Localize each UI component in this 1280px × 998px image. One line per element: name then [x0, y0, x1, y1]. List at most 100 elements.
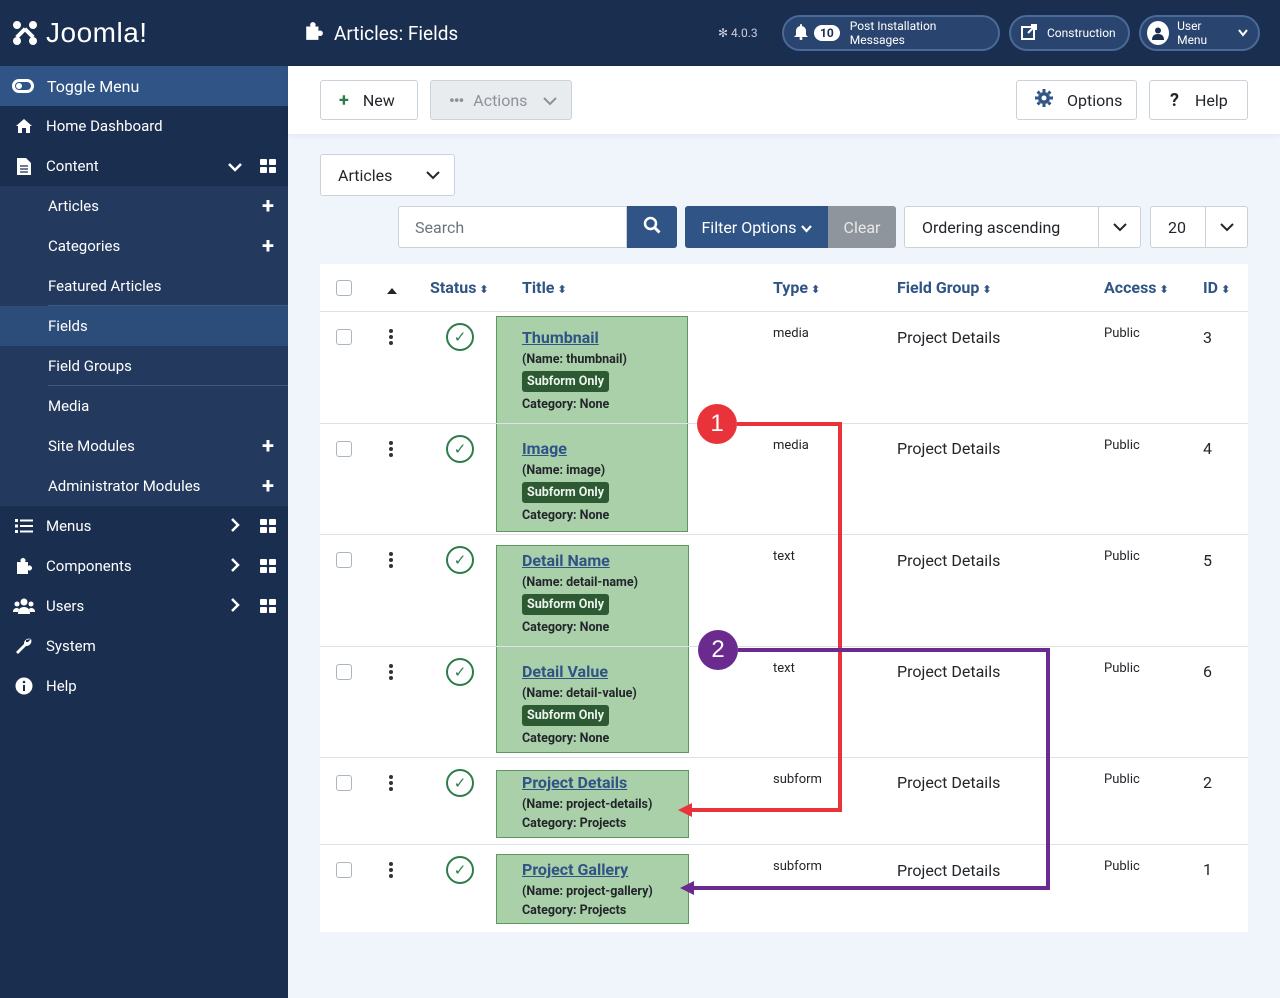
- sidebar-item-media[interactable]: Media: [0, 386, 288, 426]
- sidebar-item-fields[interactable]: Fields: [0, 306, 288, 346]
- context-select[interactable]: Articles: [320, 154, 455, 196]
- options-button[interactable]: Options: [1016, 80, 1137, 120]
- dashboard-grid-icon[interactable]: [260, 159, 276, 173]
- toggle-icon: [12, 79, 34, 93]
- chevron-right-icon[interactable]: [220, 597, 250, 616]
- drag-handle-icon[interactable]: [389, 775, 393, 791]
- field-title-link[interactable]: Project Gallery: [522, 860, 629, 879]
- title-cell: Detail Value (Name: detail-value) Subfor…: [522, 662, 637, 746]
- access-column-header[interactable]: Access ⬍: [1104, 278, 1169, 297]
- field-title-link[interactable]: Image: [522, 439, 567, 458]
- published-check-icon[interactable]: ✓: [446, 435, 474, 463]
- table-row: ✓ Image (Name: image) Subform Only Categ…: [320, 424, 1248, 535]
- title-column-header[interactable]: Title ⬍: [522, 278, 567, 297]
- field-name-text: (Name: thumbnail): [522, 352, 627, 367]
- add-site-module-icon[interactable]: +: [262, 433, 274, 459]
- file-icon: [13, 157, 35, 175]
- post-install-label: Post Installation Messages: [849, 19, 937, 47]
- toggle-menu-button[interactable]: Toggle Menu: [0, 66, 288, 106]
- chevron-right-icon[interactable]: [220, 517, 250, 536]
- content-submenu: Articles + Categories + Featured Article…: [0, 186, 288, 506]
- sidebar-item-help[interactable]: Help: [0, 666, 288, 706]
- drag-handle-icon[interactable]: [389, 441, 393, 457]
- fields-table: Status ⬍ Title ⬍ Type ⬍ Field Group ⬍ Access…: [320, 264, 1248, 932]
- field-title-link[interactable]: Detail Name: [522, 551, 610, 570]
- dashboard-grid-icon[interactable]: [260, 599, 276, 613]
- add-admin-module-icon[interactable]: +: [262, 473, 274, 499]
- add-article-icon[interactable]: +: [262, 193, 274, 219]
- toolbar: + New ••• Actions Options ? Help: [288, 66, 1280, 134]
- sidebar-item-system[interactable]: System: [0, 626, 288, 666]
- context-select-value: Articles: [338, 165, 393, 185]
- status-column-header[interactable]: Status ⬍: [430, 278, 489, 297]
- question-icon: ?: [1170, 89, 1179, 111]
- row-checkbox[interactable]: [336, 862, 352, 878]
- sidebar-item-label: Media: [48, 397, 90, 415]
- title-cell: Project Gallery (Name: project-gallery) …: [522, 860, 653, 918]
- drag-handle-icon[interactable]: [389, 329, 393, 345]
- field-title-link[interactable]: Thumbnail: [522, 328, 599, 347]
- sidebar-item-components[interactable]: Components: [0, 546, 288, 586]
- sidebar-item-administrator-modules[interactable]: Administrator Modules +: [0, 466, 288, 506]
- new-button-label: New: [362, 90, 395, 110]
- access-cell: Public: [1104, 549, 1140, 564]
- limit-select[interactable]: 20: [1150, 206, 1248, 248]
- sidebar-item-users[interactable]: Users: [0, 586, 288, 626]
- sidebar-item-featured-articles[interactable]: Featured Articles: [0, 266, 288, 306]
- new-button[interactable]: + New: [320, 80, 418, 120]
- row-checkbox[interactable]: [336, 441, 352, 457]
- sidebar-item-site-modules[interactable]: Site Modules +: [0, 426, 288, 466]
- sidebar: Joomla! Toggle Menu Home Dashboard Conte…: [0, 0, 288, 998]
- row-checkbox[interactable]: [336, 329, 352, 345]
- drag-handle-icon[interactable]: [389, 664, 393, 680]
- type-column-header[interactable]: Type ⬍: [773, 278, 820, 297]
- sidebar-item-content[interactable]: Content: [0, 146, 288, 186]
- divider: [48, 385, 288, 386]
- sidebar-item-menus[interactable]: Menus: [0, 506, 288, 546]
- table-row: ✓ Project Details (Name: project-details…: [320, 758, 1248, 845]
- row-checkbox[interactable]: [336, 664, 352, 680]
- search-button[interactable]: [627, 206, 677, 248]
- field-title-link[interactable]: Project Details: [522, 773, 628, 792]
- help-button[interactable]: ? Help: [1149, 80, 1248, 120]
- dashboard-grid-icon[interactable]: [260, 559, 276, 573]
- ellipsis-icon: •••: [449, 90, 464, 110]
- view-site-button[interactable]: Construction: [1009, 15, 1130, 51]
- ordering-select[interactable]: Ordering ascending: [904, 206, 1141, 248]
- annotation-marker-1: 1: [697, 404, 737, 444]
- row-checkbox[interactable]: [336, 552, 352, 568]
- clear-button[interactable]: Clear: [828, 206, 896, 248]
- post-installation-messages-button[interactable]: 10 Post Installation Messages: [782, 15, 1000, 51]
- user-menu-button[interactable]: User Menu: [1139, 15, 1260, 51]
- ordering-sort-icon[interactable]: [387, 280, 397, 299]
- chevron-right-icon[interactable]: [220, 557, 250, 576]
- published-check-icon[interactable]: ✓: [446, 769, 474, 797]
- drag-handle-icon[interactable]: [389, 862, 393, 878]
- sidebar-item-articles[interactable]: Articles +: [0, 186, 288, 226]
- drag-handle-icon[interactable]: [389, 552, 393, 568]
- search-input[interactable]: [398, 206, 627, 248]
- field-group-cell: Project Details: [897, 861, 1001, 880]
- published-check-icon[interactable]: ✓: [446, 658, 474, 686]
- field-title-link[interactable]: Detail Value: [522, 662, 608, 681]
- subform-only-badge: Subform Only: [522, 705, 609, 726]
- field-group-column-header[interactable]: Field Group ⬍: [897, 278, 992, 297]
- dashboard-grid-icon[interactable]: [260, 519, 276, 533]
- sidebar-item-home-dashboard[interactable]: Home Dashboard: [0, 106, 288, 146]
- filter-options-button[interactable]: Filter Options: [685, 206, 828, 248]
- chevron-down-icon[interactable]: [220, 157, 250, 176]
- sidebar-item-label: Site Modules: [48, 437, 135, 455]
- sort-icon: ⬍: [557, 283, 567, 296]
- id-column-header[interactable]: ID ⬍: [1203, 278, 1230, 297]
- row-checkbox[interactable]: [336, 775, 352, 791]
- published-check-icon[interactable]: ✓: [446, 546, 474, 574]
- published-check-icon[interactable]: ✓: [446, 323, 474, 351]
- status-header-label: Status: [430, 278, 477, 297]
- actions-dropdown[interactable]: ••• Actions: [430, 80, 572, 120]
- published-check-icon[interactable]: ✓: [446, 856, 474, 884]
- sidebar-item-field-groups[interactable]: Field Groups: [0, 346, 288, 386]
- joomla-logo[interactable]: Joomla!: [0, 0, 288, 66]
- select-all-checkbox[interactable]: [336, 280, 352, 296]
- add-category-icon[interactable]: +: [262, 233, 274, 259]
- sidebar-item-categories[interactable]: Categories +: [0, 226, 288, 266]
